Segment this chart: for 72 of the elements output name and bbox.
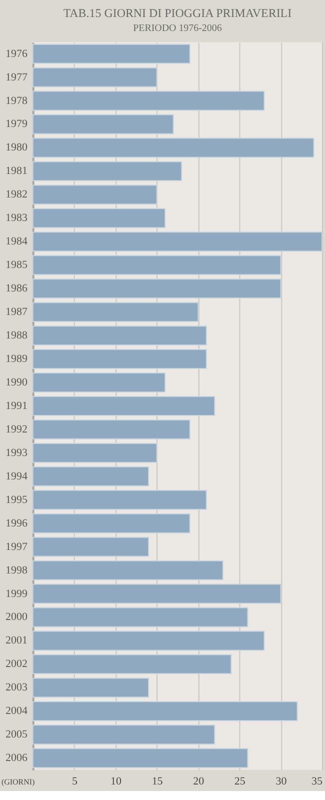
bar [32, 302, 199, 322]
bar [32, 278, 282, 299]
chart-subtitle: PERIODO 1976-2006 [133, 23, 222, 34]
y-tick-label: 1991 [6, 400, 28, 412]
bar [32, 67, 158, 88]
bar [32, 326, 207, 346]
bar [32, 748, 248, 768]
y-tick-label: 1988 [6, 330, 28, 342]
bar [32, 114, 174, 134]
bar [32, 584, 282, 604]
y-tick-label: 1996 [6, 517, 28, 530]
bar [32, 138, 314, 158]
bar [32, 349, 207, 369]
y-tick-label: 2002 [6, 658, 28, 670]
y-tick-label: 1976 [6, 48, 28, 60]
bar [32, 442, 158, 463]
y-tick-label: 2003 [6, 682, 28, 694]
bar [32, 490, 207, 510]
y-tick-label: 1997 [6, 540, 28, 553]
y-tick-label: 1989 [6, 353, 28, 366]
bar [32, 466, 150, 486]
y-tick-label: 1990 [6, 376, 28, 388]
x-tick-label: 20 [193, 775, 205, 788]
x-tick-label: 25 [234, 775, 246, 788]
y-tick-label: 1994 [6, 470, 28, 482]
bar [32, 419, 190, 440]
y-tick-label: 1980 [6, 142, 28, 154]
y-tick-label: 1995 [6, 494, 28, 506]
bar [32, 208, 166, 228]
y-tick-label: 1979 [6, 118, 28, 130]
bar [32, 161, 182, 182]
bar [32, 232, 323, 252]
bar [32, 396, 216, 416]
bar [32, 255, 282, 276]
x-tick-label: 30 [276, 775, 288, 788]
y-tick-label: 2006 [6, 752, 28, 764]
bar [32, 560, 224, 580]
y-tick-label: 1992 [6, 423, 28, 436]
x-tick-label: 5 [72, 775, 78, 788]
y-tick-label: 1982 [6, 188, 28, 201]
bar [32, 44, 190, 64]
y-tick-label: 1987 [6, 306, 28, 318]
y-tick-label: 1983 [6, 212, 28, 224]
bar [32, 724, 216, 745]
bar [32, 513, 190, 534]
y-tick-label: 1998 [6, 564, 28, 576]
y-tick-label: 1993 [6, 446, 28, 459]
bar [32, 536, 150, 557]
bar [32, 90, 265, 111]
y-tick-label: 1985 [6, 259, 28, 272]
y-tick-label: 1978 [6, 94, 28, 107]
x-tick-label: 10 [110, 775, 122, 788]
bar [32, 372, 166, 392]
y-tick-label: 1984 [6, 236, 28, 248]
y-tick-label: 2005 [6, 728, 28, 741]
y-tick-label: 1981 [6, 165, 28, 178]
bar [32, 184, 158, 205]
y-tick-label: 2000 [6, 611, 28, 624]
y-tick-label: 2004 [6, 705, 28, 718]
x-axis-title: (GIORNI) [1, 777, 36, 786]
bar [32, 607, 248, 628]
chart-title: TAB.15 GIORNI DI PIOGGIA PRIMAVERILI [63, 6, 292, 20]
y-tick-label: 1999 [6, 588, 28, 600]
bar [32, 678, 150, 698]
y-tick-label: 1977 [6, 71, 28, 84]
bar [32, 701, 298, 722]
bar [32, 654, 232, 674]
x-tick-label: 35 [312, 775, 324, 788]
y-tick-label: 1986 [6, 282, 28, 295]
bar [32, 630, 265, 651]
x-tick-label: 15 [152, 775, 164, 788]
y-tick-label: 2001 [6, 634, 28, 647]
